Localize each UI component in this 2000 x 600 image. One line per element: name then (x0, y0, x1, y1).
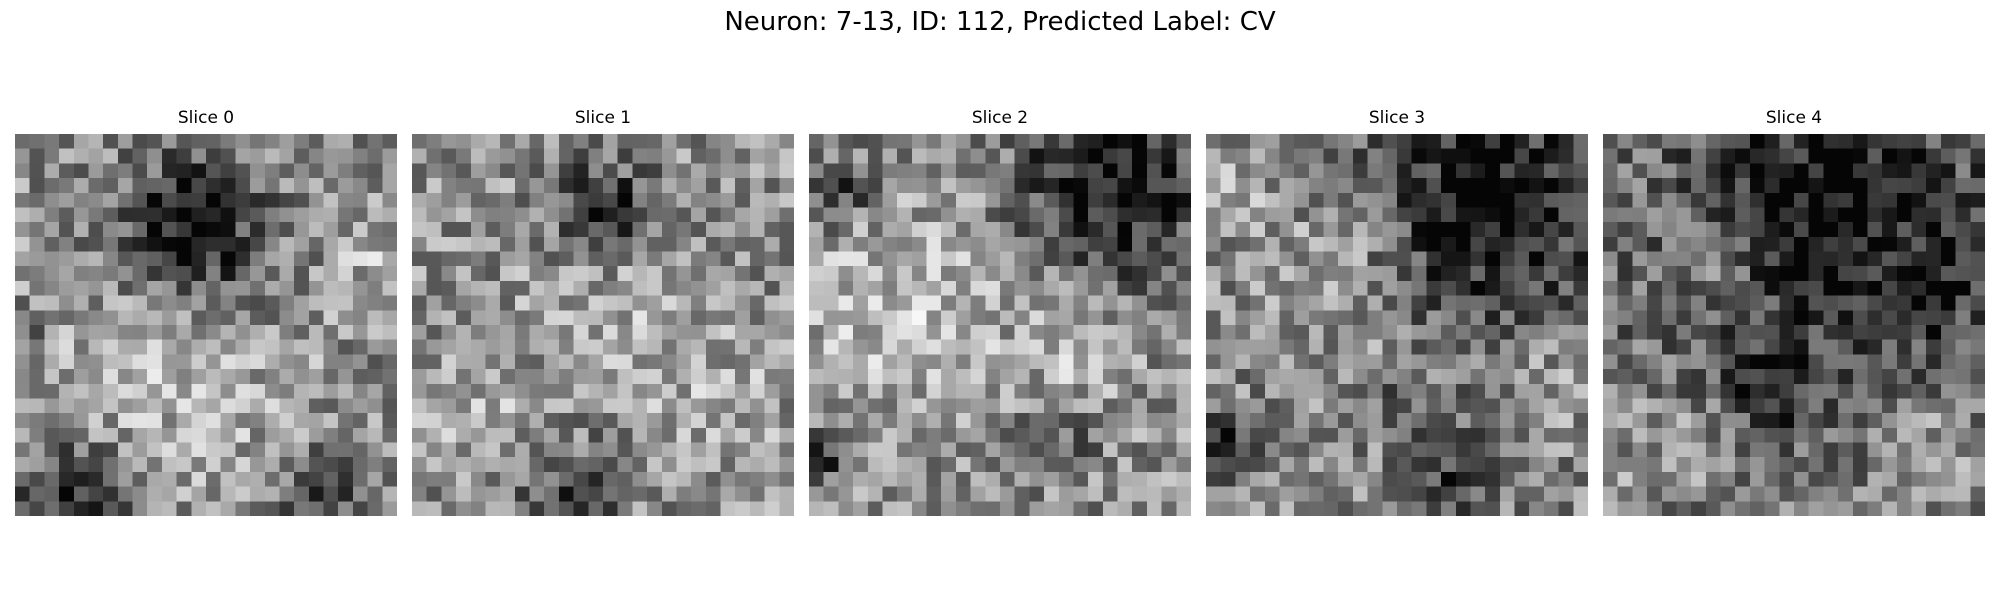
slice-panel-2: Slice 2 (809, 106, 1191, 516)
slice-title: Slice 3 (1368, 108, 1426, 128)
slice-panel-1: Slice 1 (412, 106, 794, 516)
slice-title: Slice 1 (574, 108, 632, 128)
slice-image (412, 134, 794, 516)
figure-title: Neuron: 7-13, ID: 112, Predicted Label: … (724, 7, 1276, 37)
slice-title: Slice 4 (1765, 108, 1823, 128)
slice-panel-3: Slice 3 (1206, 106, 1588, 516)
slice-image (809, 134, 1191, 516)
slice-panel-0: Slice 0 (15, 106, 397, 516)
slice-image (15, 134, 397, 516)
slice-image (1603, 134, 1985, 516)
slice-image (1206, 134, 1588, 516)
slice-title: Slice 0 (177, 108, 235, 128)
slice-panel-4: Slice 4 (1603, 106, 1985, 516)
slice-title: Slice 2 (971, 108, 1029, 128)
